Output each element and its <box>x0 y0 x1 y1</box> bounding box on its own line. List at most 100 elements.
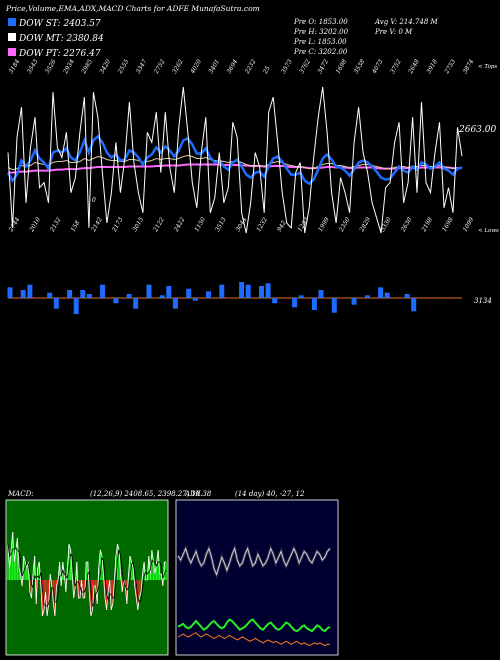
legend-swatch-pt <box>8 48 16 56</box>
legend: DOW ST: 2403.57 DOW MT: 2380.84 DOW PT: … <box>8 18 104 59</box>
volume-bar <box>351 298 357 305</box>
volume-bar <box>172 298 178 309</box>
bottom-price-label-21: 1698 <box>441 216 455 233</box>
bottom-price-label-8: 2422 <box>172 216 186 234</box>
bottom-price-label-12: 1232 <box>255 216 269 233</box>
top-price-label-1: 3543 <box>26 58 40 75</box>
price-panel: 3184 3543 3526 2934 2985 3420 2555 3347 2752 3262… <box>6 58 499 234</box>
volume-bar <box>404 294 410 298</box>
adx-line <box>177 618 331 633</box>
top-price-label-8: 2752 <box>152 58 166 76</box>
bottom-price-label-15: 1999 <box>317 216 331 233</box>
volume-value-label: 3134 <box>474 297 492 305</box>
legend-swatch-st <box>8 18 16 26</box>
legend-dow-mt: DOW MT: 2380.84 <box>18 34 104 44</box>
volume-bar <box>27 284 33 298</box>
top-price-label-0: 3184 <box>8 58 22 75</box>
top-price-label-4: 2985 <box>80 58 94 76</box>
stat-pre-open: Pre O: 1853.00 <box>293 18 348 26</box>
volume-bar <box>186 288 192 298</box>
volume-bar <box>166 286 172 298</box>
volume-bar <box>20 290 26 298</box>
legend-swatch-mt <box>8 33 16 41</box>
top-price-label-19: 3538 <box>353 58 367 75</box>
top-price-label-17: 3472 <box>316 58 330 75</box>
top-price-label-14: 25 <box>261 65 271 76</box>
volume-bar <box>67 290 73 298</box>
chart-title: Price,Volume,EMA,ADX,MACD Charts for ADF… <box>5 4 260 13</box>
ema-short-line <box>6 134 463 186</box>
bottom-price-label-22: 1099 <box>462 216 476 233</box>
bottom-price-label-6: 3015 <box>131 216 145 233</box>
adx-params: (14 day) 40, -27, 12 <box>235 490 305 498</box>
volume-bar <box>378 287 384 298</box>
bottom-price-label-20: 2198 <box>420 216 434 234</box>
volume-bar <box>265 283 271 298</box>
top-price-label-25: 3874 <box>462 58 476 75</box>
volume-bar <box>272 298 278 304</box>
bottom-price-label-7: 2122 <box>152 216 166 234</box>
top-price-label-10: 4020 <box>189 58 203 76</box>
volume-bar <box>80 290 86 298</box>
stat-avg-volume: Avg V: 214.748 M <box>374 18 439 26</box>
bottom-price-label-17: 2829 <box>358 216 372 234</box>
adx-panel: ADX (14 day) 40, -27, 12 <box>175 490 339 656</box>
bottom-price-label-3: 158 <box>70 219 82 233</box>
last-price-label: 2663.00 <box>458 125 496 135</box>
top-price-label-3: 2934 <box>62 58 76 76</box>
volume-bar <box>100 284 106 298</box>
volume-bar <box>318 290 324 298</box>
adx-plus-di-shadow <box>176 543 332 579</box>
volume-bar <box>331 298 337 313</box>
volume-bar <box>133 298 139 309</box>
top-price-label-20: 4073 <box>370 58 384 76</box>
top-price-label-13: 2232 <box>243 58 257 76</box>
macd-title: MACD: <box>7 490 34 498</box>
volume-bar <box>126 294 132 298</box>
stats-block: Pre O: 1853.00 Pre H: 3202.00 Pre L: 185… <box>293 18 439 56</box>
price-close-line <box>7 86 463 234</box>
volume-bar <box>298 295 304 298</box>
legend-dow-pt: DOW PT: 2276.47 <box>18 49 101 59</box>
adx-plus-di-line <box>177 546 331 577</box>
top-price-label-5: 3420 <box>98 58 112 75</box>
tops-label: < Tops <box>478 64 497 70</box>
volume-bars <box>7 282 417 314</box>
top-price-label-2: 3526 <box>44 58 58 75</box>
top-price-label-18: 1698 <box>335 58 349 75</box>
bottom-price-label-16: 2350 <box>337 216 351 234</box>
bottom-price-labels: 2744 2010 2132 158 2142 2173 3015 2122 2422 1150 3… <box>7 216 475 234</box>
circle-marker: 0 <box>92 197 96 204</box>
volume-panel: 3134 <box>7 282 492 314</box>
adx-title: ADX <box>184 490 202 498</box>
top-price-label-24: 2753 <box>443 58 457 76</box>
adx-minus-di-line <box>177 631 330 647</box>
top-price-label-16: 3762 <box>298 58 312 75</box>
top-price-label-7: 3347 <box>135 58 149 75</box>
adx-plot-area <box>175 499 339 656</box>
volume-bar <box>113 298 119 304</box>
bottom-price-label-13: 942 <box>276 219 288 233</box>
volume-bar <box>192 298 198 301</box>
macd-line <box>7 531 166 617</box>
legend-dow-st: DOW ST: 2403.57 <box>18 19 101 29</box>
top-price-label-22: 2648 <box>407 58 421 76</box>
macd-panel: MACD: (12,26,9) 2408.65, 2398.27, 10.38 <box>5 490 212 656</box>
top-price-label-6: 2555 <box>116 58 130 76</box>
stat-pre-low: Pre L: 1853.00 <box>293 38 347 46</box>
stat-pre-volume: Pre V: 0 M <box>374 28 413 36</box>
volume-bar <box>146 284 152 298</box>
volume-bar <box>292 298 298 308</box>
volume-bar <box>364 295 370 298</box>
bottom-price-label-4: 2142 <box>90 216 104 234</box>
bottom-price-label-0: 2744 <box>7 216 21 234</box>
volume-bar <box>7 287 13 298</box>
volume-bar <box>53 298 59 309</box>
volume-bar <box>219 284 225 298</box>
top-price-labels: 3184 3543 3526 2934 2985 3420 2555 3347 2752 3262… <box>8 58 476 76</box>
volume-bar <box>86 294 92 298</box>
bottom-price-label-10: 3513 <box>214 216 228 233</box>
bottom-price-label-2: 2132 <box>48 216 62 234</box>
macd-signal-line <box>7 543 167 608</box>
top-price-label-23: 3918 <box>425 58 439 75</box>
